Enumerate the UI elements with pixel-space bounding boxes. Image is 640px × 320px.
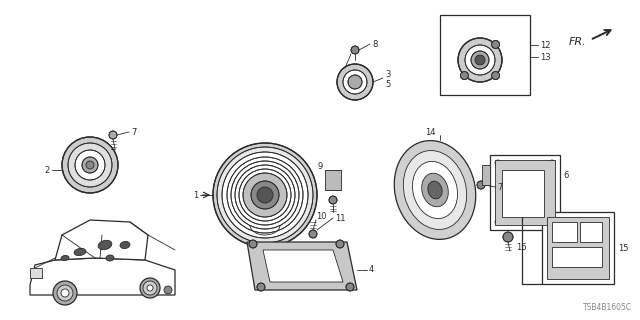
Text: 11: 11 [335,213,346,222]
Text: 16: 16 [516,243,527,252]
Circle shape [477,181,485,189]
Circle shape [53,281,77,305]
Circle shape [239,169,291,221]
Bar [502,170,544,217]
Ellipse shape [74,248,86,256]
Text: 14: 14 [425,127,435,137]
Circle shape [343,70,367,94]
Circle shape [109,131,117,139]
Text: 10: 10 [317,212,327,220]
Bar [440,15,530,95]
Text: 8: 8 [372,39,378,49]
Polygon shape [55,220,148,260]
Circle shape [329,196,337,204]
Bar [490,155,560,230]
Text: FR.: FR. [568,37,586,47]
Circle shape [503,232,513,242]
Circle shape [61,289,69,297]
Circle shape [147,285,153,291]
Ellipse shape [428,181,442,199]
Text: 7: 7 [497,182,502,191]
Circle shape [495,160,501,166]
Circle shape [68,143,112,187]
Circle shape [62,137,118,193]
Circle shape [75,150,105,180]
Polygon shape [30,258,175,295]
Circle shape [213,143,317,247]
Circle shape [458,38,502,82]
Text: 13: 13 [540,52,550,61]
Circle shape [143,281,157,295]
Circle shape [82,157,98,173]
Circle shape [309,230,317,238]
Circle shape [460,72,468,80]
Ellipse shape [98,240,112,250]
Circle shape [257,283,265,291]
Ellipse shape [106,255,114,261]
Text: 9: 9 [317,162,323,171]
Polygon shape [263,250,343,282]
Bar [547,217,609,279]
Bar [495,160,555,225]
Bar [552,222,577,242]
Circle shape [222,152,308,238]
Bar [580,222,602,242]
Circle shape [471,51,489,69]
Ellipse shape [394,140,476,239]
Circle shape [492,40,500,48]
Circle shape [86,161,94,169]
Text: 12: 12 [540,41,550,50]
Text: TSB4B1605C: TSB4B1605C [583,303,632,312]
Text: 2: 2 [45,165,50,174]
Circle shape [251,181,279,209]
Ellipse shape [412,161,458,219]
Circle shape [549,160,555,166]
Circle shape [243,173,287,217]
Text: 3: 3 [385,69,390,78]
Circle shape [227,157,303,233]
Polygon shape [247,242,357,290]
Circle shape [465,45,495,75]
Text: 5: 5 [385,79,390,89]
Bar [542,212,614,284]
Circle shape [351,46,359,54]
Bar [552,247,602,267]
Circle shape [164,286,172,294]
Bar [30,268,42,278]
Bar [482,165,490,185]
Circle shape [495,219,501,225]
Text: 4: 4 [369,266,374,275]
Ellipse shape [120,242,130,249]
Circle shape [337,64,373,100]
Circle shape [231,161,299,229]
Circle shape [249,240,257,248]
Circle shape [348,75,362,89]
Circle shape [57,285,73,301]
Circle shape [257,187,273,203]
Ellipse shape [422,173,448,207]
Ellipse shape [403,150,467,229]
Circle shape [217,147,313,243]
Text: 15: 15 [618,244,628,252]
Circle shape [235,165,295,225]
Circle shape [475,55,485,65]
Bar [325,170,341,190]
Circle shape [492,72,500,80]
Ellipse shape [61,255,69,260]
Circle shape [140,278,160,298]
Text: 7: 7 [131,127,136,137]
Text: 1: 1 [193,190,198,199]
Circle shape [336,240,344,248]
Circle shape [346,283,354,291]
Text: 6: 6 [563,171,568,180]
